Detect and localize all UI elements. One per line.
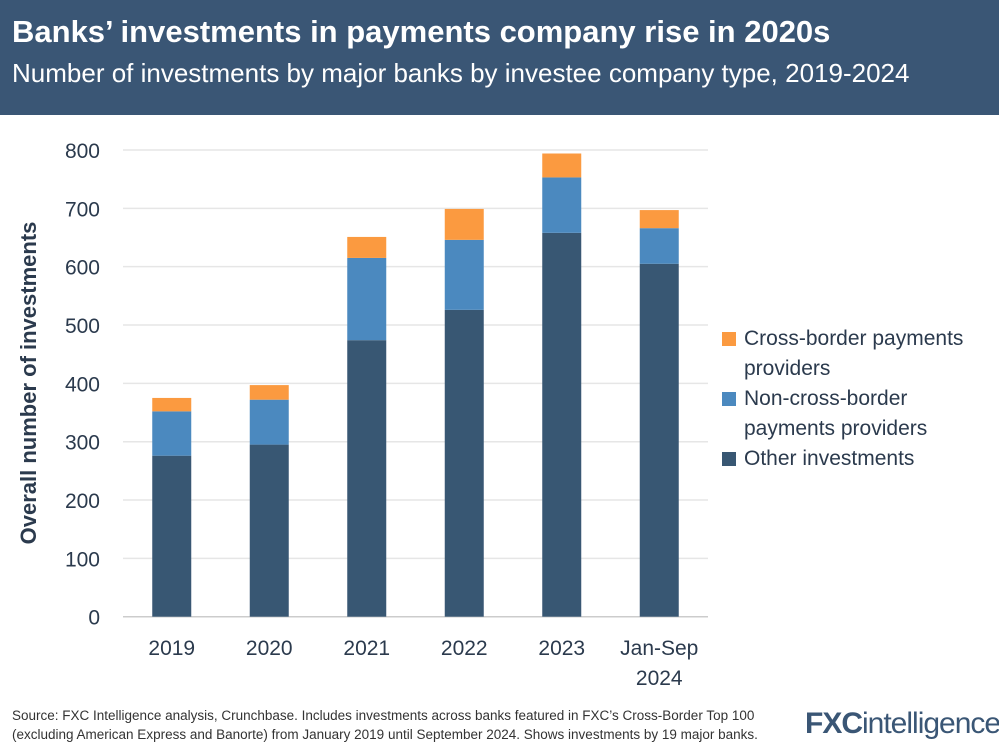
- y-tick-label: 400: [65, 373, 100, 396]
- bar-segment: [542, 232, 582, 617]
- x-tick-label: 2022: [441, 637, 488, 660]
- source-note: Source: FXC Intelligence analysis, Crunc…: [12, 706, 792, 744]
- source-line-2: (excluding American Express and Banorte)…: [12, 727, 758, 742]
- legend-swatch: [722, 392, 736, 406]
- x-tick-label: 2020: [246, 637, 293, 660]
- legend-swatch: [722, 452, 736, 466]
- y-tick-label: 700: [65, 198, 100, 221]
- bar-segment: [152, 411, 192, 456]
- legend-swatch: [722, 332, 736, 346]
- y-tick-label: 200: [65, 490, 100, 513]
- bar-segment: [152, 397, 192, 412]
- bar-segment: [249, 385, 289, 400]
- x-tick-label: 2021: [343, 637, 390, 660]
- legend-item: Other investments: [722, 444, 963, 474]
- bar-segment: [639, 210, 679, 229]
- bar-segment: [249, 399, 289, 445]
- y-tick-label: 500: [65, 315, 100, 338]
- y-tick-label: 0: [88, 607, 100, 630]
- x-tick-label: 2019: [148, 637, 195, 660]
- legend-label: Non-cross-border payments providers: [744, 387, 928, 440]
- legend: Cross-border payments providers Non-cross-…: [722, 324, 963, 474]
- fxc-logo: FXCintelligence: [805, 707, 999, 740]
- legend-label: Cross-border payments providers: [744, 327, 964, 380]
- chart-title: Banks’ investments in payments company r…: [12, 14, 831, 49]
- header: Banks’ investments in payments company r…: [0, 0, 999, 115]
- bar-segment: [347, 257, 387, 341]
- bar-segment: [347, 236, 387, 258]
- bar-segment: [639, 228, 679, 264]
- legend-label: Other investments: [744, 447, 915, 470]
- bar-segment: [444, 239, 484, 310]
- x-tick-label: Jan-Sep: [620, 637, 698, 660]
- bar-segment: [542, 153, 582, 178]
- y-axis-label: Overall number of investments: [16, 222, 41, 545]
- y-tick-label: 300: [65, 432, 100, 455]
- bar-segment: [542, 177, 582, 233]
- y-tick-label: 100: [65, 548, 100, 571]
- legend-item: Cross-border payments providers: [722, 324, 963, 384]
- bar-segment: [639, 263, 679, 617]
- bar-segment: [444, 208, 484, 240]
- bar-segment: [152, 455, 192, 617]
- chart-subtitle: Number of investments by major banks by …: [12, 58, 910, 88]
- y-tick-label: 800: [65, 140, 100, 163]
- x-tick-label: 2023: [538, 637, 585, 660]
- bar-segment: [444, 309, 484, 617]
- legend-item: Non-cross-border payments providers: [722, 384, 963, 444]
- x-tick-label: 2024: [636, 667, 683, 690]
- y-tick-label: 600: [65, 257, 100, 280]
- bar-segment: [347, 340, 387, 617]
- source-line-1: Source: FXC Intelligence analysis, Crunc…: [12, 708, 755, 723]
- bar-segment: [249, 444, 289, 617]
